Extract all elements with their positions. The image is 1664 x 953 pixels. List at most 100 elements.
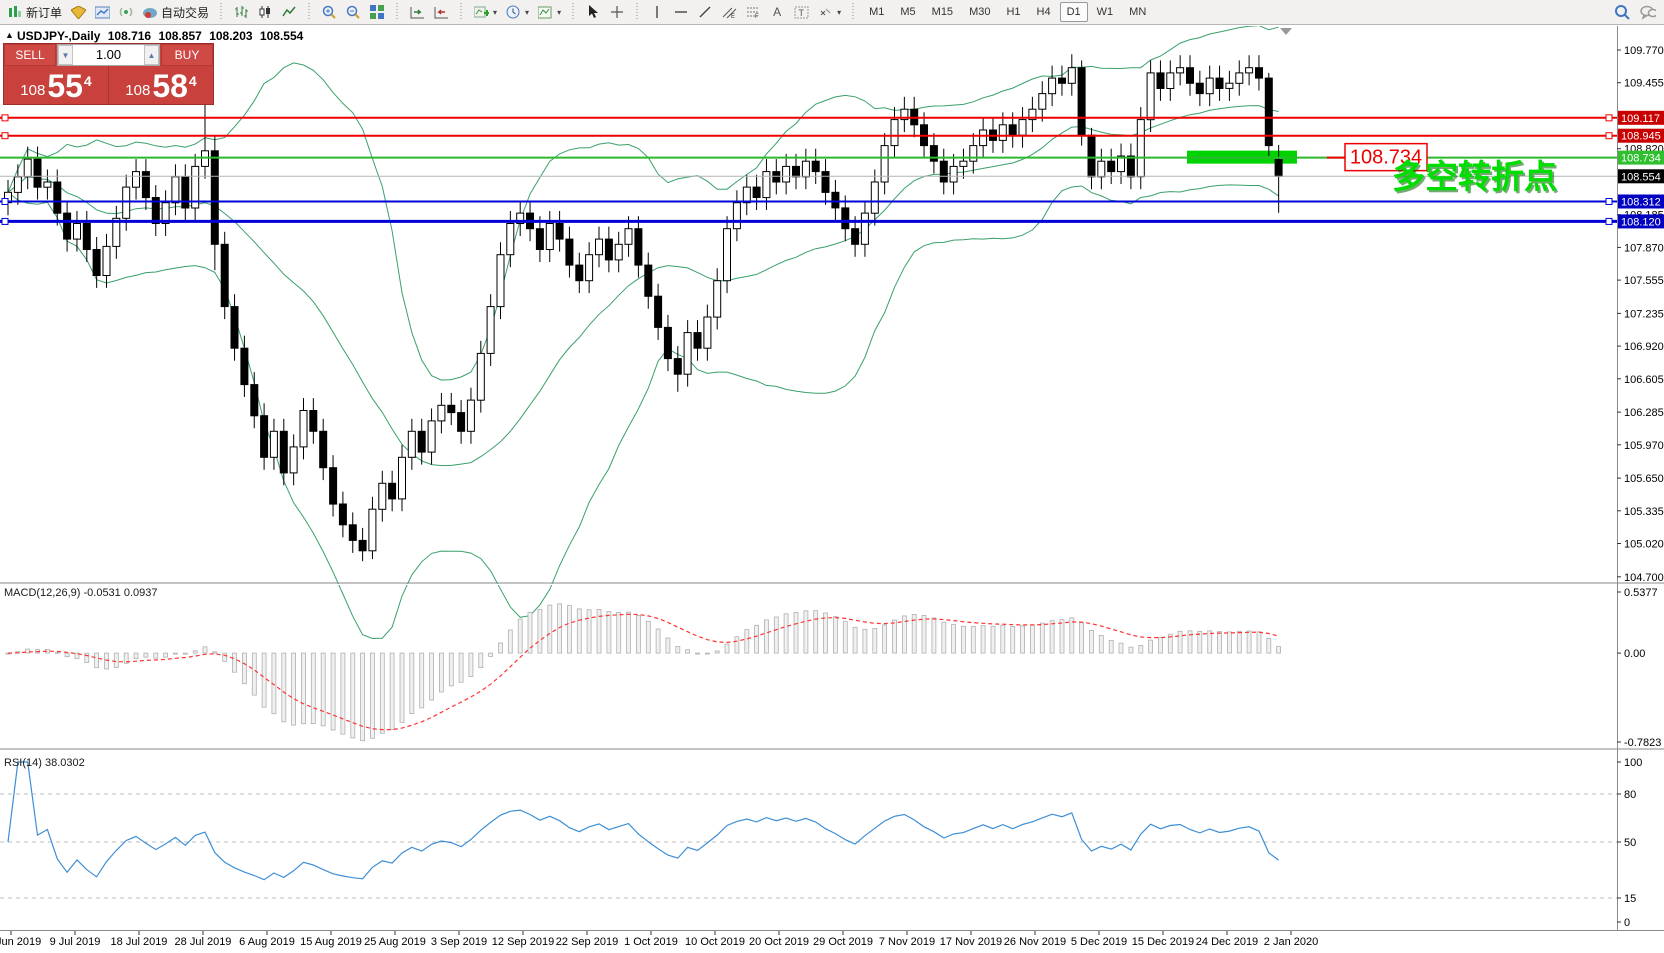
volume-increase-button[interactable]: ▲ <box>144 45 159 65</box>
auto-scroll-button[interactable] <box>405 1 429 23</box>
chart-canvas[interactable]: 108.734 多空转折点 多空转折点 109.770 109.455 108.820 10… <box>0 25 1664 953</box>
hline-handle[interactable] <box>1605 114 1613 122</box>
new-order-button[interactable]: 新订单 <box>3 1 66 23</box>
price-axis-tag: 108.734 <box>1618 150 1664 165</box>
indicators-button[interactable]: ▾ <box>469 1 501 23</box>
svg-text:9 Jul 2019: 9 Jul 2019 <box>50 936 101 948</box>
candlestick-mode-button[interactable] <box>253 1 277 23</box>
timeframe-button-MN[interactable]: MN <box>1129 6 1147 18</box>
price-axis[interactable]: 109.770109.455108.820108.185107.870107.5… <box>1617 45 1664 584</box>
volume-decrease-button[interactable]: ▼ <box>58 45 73 65</box>
chat-icon[interactable] <box>1640 4 1656 20</box>
zoom-in-button[interactable] <box>317 1 341 23</box>
crosshair-tool-button[interactable] <box>605 1 629 23</box>
svg-text:24 Dec 2019: 24 Dec 2019 <box>1196 936 1258 948</box>
svg-text:0.5377: 0.5377 <box>1624 587 1658 599</box>
zoom-out-button[interactable] <box>341 1 365 23</box>
volume-input[interactable]: 1.00 <box>95 47 122 62</box>
hline-handle[interactable] <box>1605 217 1613 225</box>
price-axis-tag: 108.554 <box>1618 169 1664 184</box>
text-label-tool-button[interactable]: T <box>789 1 813 23</box>
svg-text:28 Jul 2019: 28 Jul 2019 <box>175 936 232 948</box>
svg-text:3 Sep 2019: 3 Sep 2019 <box>431 936 487 948</box>
svg-text:105.650: 105.650 <box>1624 473 1664 485</box>
fibonacci-icon: F <box>745 4 761 20</box>
trendline-tool-button[interactable] <box>693 1 717 23</box>
svg-text:104.700: 104.700 <box>1624 572 1664 584</box>
timeframe-button-D1[interactable]: D1 <box>1059 2 1088 22</box>
svg-text:108.312: 108.312 <box>1621 197 1661 209</box>
hline-handle[interactable] <box>1 114 9 122</box>
horizontal-line-icon <box>673 4 689 20</box>
svg-text:6 Aug 2019: 6 Aug 2019 <box>239 936 295 948</box>
svg-text:108.734: 108.734 <box>1350 147 1422 169</box>
svg-text:50: 50 <box>1624 837 1636 849</box>
timeframe-button-M1[interactable]: M1 <box>869 6 885 18</box>
timeframe-button-W1[interactable]: W1 <box>1096 6 1114 18</box>
timeframe-button-M5[interactable]: M5 <box>900 6 916 18</box>
buy-quote[interactable]: 108 58 4 <box>109 66 213 104</box>
sell-price-big: 55 <box>47 68 83 104</box>
bar-chart-icon <box>233 4 249 20</box>
svg-text:105.335: 105.335 <box>1624 506 1664 518</box>
hline-handle[interactable] <box>1 132 9 140</box>
autotrade-button[interactable]: 自动交易 <box>138 1 213 23</box>
rsi-axis[interactable]: 100 80 50 15 0 <box>1617 757 1642 929</box>
timeframe-button-H1[interactable]: H1 <box>1006 6 1021 18</box>
candlestick-icon <box>257 4 273 20</box>
channel-tool-button[interactable]: E <box>717 1 741 23</box>
one-click-trading-panel: SELL ▼ 1.00 ▲ BUY 108 55 4 108 58 4 <box>3 43 214 105</box>
new-order-icon <box>7 4 23 20</box>
profiles-button[interactable] <box>90 1 114 23</box>
svg-text:20 Oct 2019: 20 Oct 2019 <box>749 936 809 948</box>
chart-shift-button[interactable] <box>429 1 453 23</box>
tile-windows-button[interactable] <box>365 1 389 23</box>
svg-text:15 Dec 2019: 15 Dec 2019 <box>1132 936 1194 948</box>
svg-text:15: 15 <box>1624 893 1636 905</box>
market-button[interactable] <box>66 1 90 23</box>
vertical-line-tool-button[interactable] <box>645 1 669 23</box>
templates-button[interactable]: ▾ <box>533 1 565 23</box>
arrows-tool-button[interactable]: ▾ <box>813 1 845 23</box>
line-chart-mode-button[interactable] <box>277 1 301 23</box>
time-axis[interactable]: 30 Jun 2019 9 Jul 2019 18 Jul 2019 28 Jul 2… <box>0 931 1318 948</box>
cursor-tool-button[interactable] <box>581 1 605 23</box>
svg-text:-0.7823: -0.7823 <box>1624 737 1661 749</box>
hline-handle[interactable] <box>1605 132 1613 140</box>
fibonacci-tool-button[interactable]: F <box>741 1 765 23</box>
zoom-in-icon <box>321 4 337 20</box>
toolbar-grip <box>459 3 464 21</box>
auto-scroll-icon <box>409 4 425 20</box>
ohlc-open: 108.716 <box>107 29 152 43</box>
sell-quote[interactable]: 108 55 4 <box>4 66 109 104</box>
periods-button[interactable]: ▾ <box>501 1 533 23</box>
horizontal-line-tool-button[interactable] <box>669 1 693 23</box>
hline-handle[interactable] <box>1 217 9 225</box>
svg-text:108.945: 108.945 <box>1621 131 1661 143</box>
chart-shift-marker[interactable] <box>1280 28 1292 35</box>
svg-text:15 Aug 2019: 15 Aug 2019 <box>300 936 362 948</box>
svg-text:18 Jul 2019: 18 Jul 2019 <box>111 936 168 948</box>
search-icon[interactable] <box>1614 4 1630 20</box>
hline-handle[interactable] <box>1605 197 1613 205</box>
one-click-collapse-arrow[interactable]: ▲ <box>5 30 14 40</box>
sell-button[interactable]: SELL <box>4 44 56 66</box>
bar-chart-mode-button[interactable] <box>229 1 253 23</box>
timeframe-button-M15[interactable]: M15 <box>931 6 954 18</box>
text-tool-button[interactable]: A <box>765 1 789 23</box>
buy-button[interactable]: BUY <box>161 44 213 66</box>
hline-handle[interactable] <box>1 197 9 205</box>
svg-text:105.970: 105.970 <box>1624 440 1664 452</box>
chart-title: USDJPY-,Daily 108.716 108.857 108.203 10… <box>17 29 307 43</box>
macd-axis[interactable]: 0.5377 0.00 -0.7823 <box>1617 587 1661 749</box>
dropdown-caret-icon: ▾ <box>557 7 562 17</box>
autotrade-icon <box>142 4 158 20</box>
svg-text:108.554: 108.554 <box>1621 171 1661 183</box>
timeframe-button-H4[interactable]: H4 <box>1036 6 1051 18</box>
buy-price-big: 58 <box>152 68 188 104</box>
signals-button[interactable] <box>114 1 138 23</box>
timeframe-button-M30[interactable]: M30 <box>969 6 991 18</box>
periods-icon <box>505 4 521 20</box>
price-callout-object[interactable]: 108.734 <box>1344 142 1428 172</box>
